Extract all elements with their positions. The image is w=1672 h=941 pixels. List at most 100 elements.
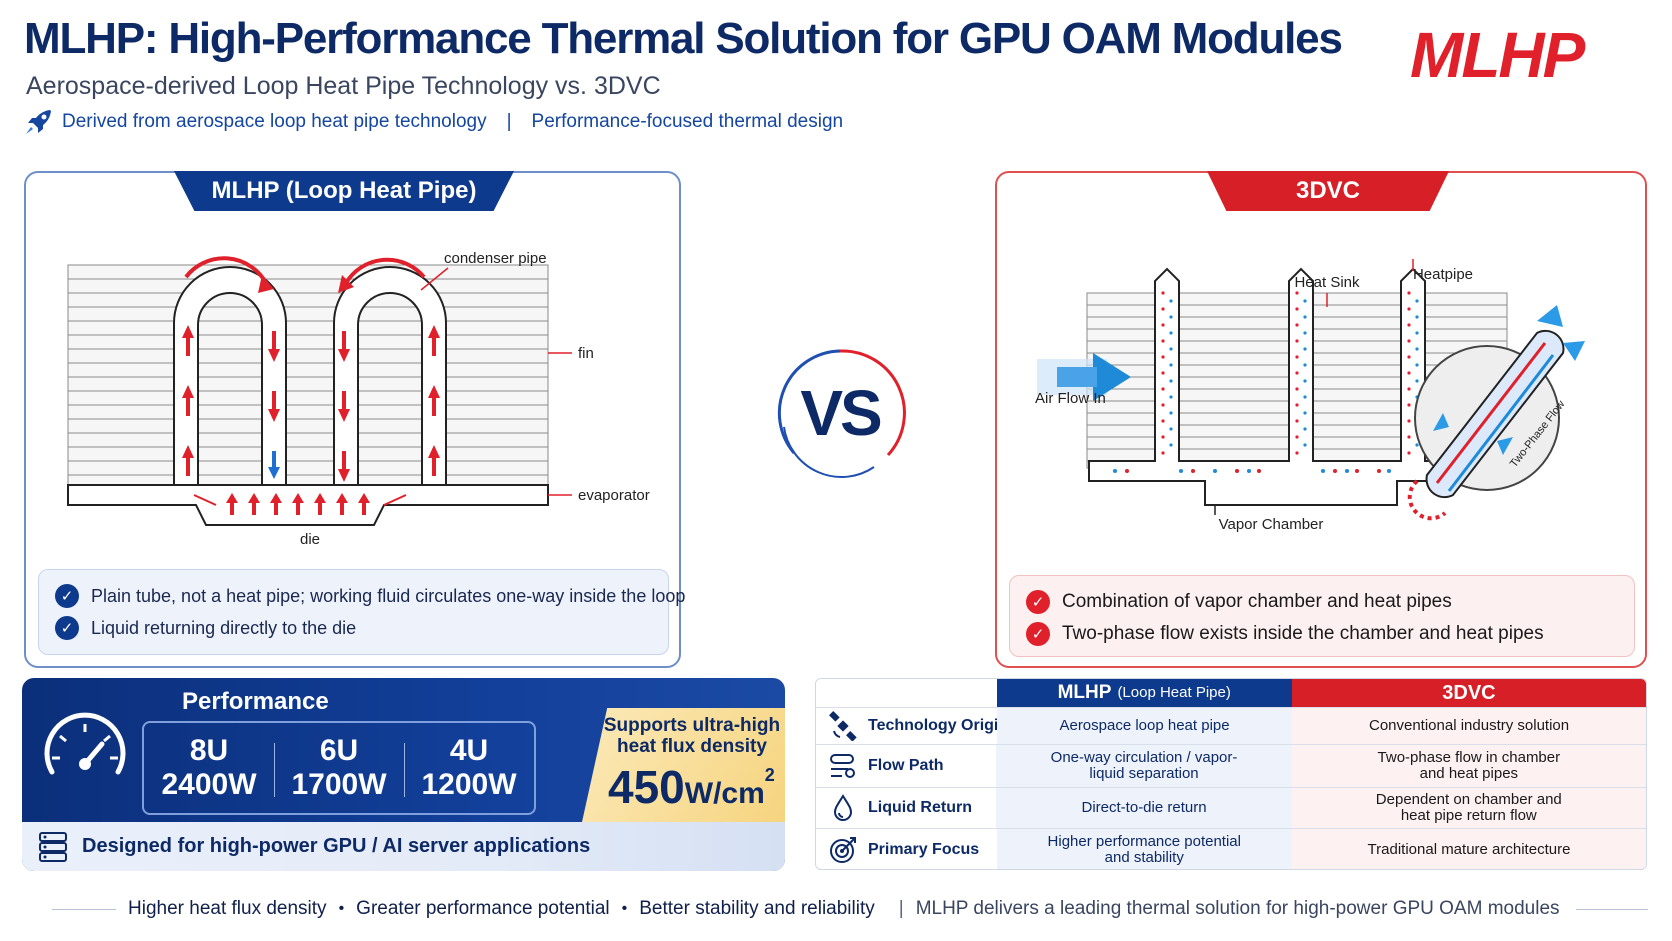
dvc-panel: 3DVC xyxy=(995,171,1647,668)
check-icon: ✓ xyxy=(55,584,79,608)
check-icon: ✓ xyxy=(1026,590,1050,614)
row-label-text: Flow Path xyxy=(868,757,944,775)
flow-path-icon xyxy=(830,754,855,778)
vs-emblem: VS xyxy=(764,337,916,489)
row-label: Flow Path xyxy=(816,745,996,787)
page-subtitle: Aerospace-derived Loop Heat Pipe Technol… xyxy=(26,72,661,100)
check-item: ✓ Combination of vapor chamber and heat … xyxy=(1026,586,1618,618)
droplet-icon xyxy=(833,794,853,821)
rating-4u: 4U 1200W xyxy=(404,723,534,813)
performance-ratings: 8U 2400W 6U 1700W 4U 1200W xyxy=(142,721,536,815)
heatpipe-label: Heatpipe xyxy=(1413,266,1473,283)
dvc-tab: 3DVC xyxy=(1207,171,1449,211)
heatpipe-dots-red xyxy=(1125,291,1411,473)
header-mlhp-sub: (Loop Heat Pipe) xyxy=(1117,683,1231,701)
rating-6u: 6U 1700W xyxy=(274,723,404,813)
footer-benefit: Higher heat flux density xyxy=(128,898,327,919)
header-blank xyxy=(816,679,997,707)
rating-8u: 8U 2400W xyxy=(144,723,274,813)
row-label-text: Technology Origin xyxy=(868,717,1009,735)
air-flow-arrow-icon xyxy=(1037,353,1131,401)
row-mlhp: Direct-to-die return xyxy=(996,788,1292,828)
target-icon xyxy=(830,837,856,863)
footer-rule-left xyxy=(52,908,116,910)
flux-exponent: 2 xyxy=(764,765,775,785)
fin-label: fin xyxy=(578,345,594,362)
check-item: ✓ Liquid returning directly to the die xyxy=(55,612,652,644)
two-phase-inset xyxy=(1407,305,1585,521)
flux-highlight xyxy=(582,708,785,822)
footer: Higher heat flux density • Greater perfo… xyxy=(52,898,1648,920)
vapor-chamber-body xyxy=(1088,267,1448,506)
brand-logo: MLHP xyxy=(1410,19,1585,91)
check-item: ✓ Plain tube, not a heat pipe; working f… xyxy=(55,580,685,612)
table-header: MLHP (Loop Heat Pipe) 3DVC xyxy=(816,679,1646,707)
dvc-diagram: Heat Sink Heatpipe Air Flow In Vapor Cha… xyxy=(1035,259,1585,533)
row-label-text: Liquid Return xyxy=(868,799,972,817)
table-row: Flow Path One-way circulation / vapor-li… xyxy=(816,744,1646,787)
rocket-icon xyxy=(26,110,51,134)
comparison-table: MLHP (Loop Heat Pipe) 3DVC Technology Ori… xyxy=(815,678,1647,870)
check-icon: ✓ xyxy=(1026,622,1050,646)
footer-benefit: Better stability and reliability xyxy=(639,898,875,919)
satellite-icon xyxy=(829,711,857,741)
heat-sink-label: Heat Sink xyxy=(1294,274,1360,291)
die-label: die xyxy=(300,531,320,548)
check-text: Combination of vapor chamber and heat pi… xyxy=(1062,591,1452,612)
vs-label: VS xyxy=(800,377,881,449)
vapor-chamber-label: Vapor Chamber xyxy=(1219,516,1324,533)
check-text: Plain tube, not a heat pipe; working flu… xyxy=(91,585,686,606)
flow-arrows-red xyxy=(182,256,440,515)
rating-unit: 8U xyxy=(189,733,229,767)
rating-power: 2400W xyxy=(161,768,257,801)
row-dvc: Conventional industry solution xyxy=(1292,708,1646,744)
tagline-origin: Derived from aerospace loop heat pipe te… xyxy=(62,111,487,132)
row-label: Liquid Return xyxy=(816,788,996,828)
check-item: ✓ Two-phase flow exists inside the chamb… xyxy=(1026,618,1618,650)
row-dvc: Traditional mature architecture xyxy=(1291,829,1646,869)
row-mlhp: One-way circulation / vapor-liquid separ… xyxy=(996,745,1292,787)
footer-benefit: Greater performance potential xyxy=(356,898,610,919)
header-mlhp-title: MLHP xyxy=(1057,681,1112,703)
flow-arrows-blue xyxy=(268,451,280,479)
row-label-text: Primary Focus xyxy=(868,841,980,859)
tagline-separator: | xyxy=(506,111,512,132)
footer-bullet: • xyxy=(338,900,345,917)
dvc-checklist: ✓ Combination of vapor chamber and heat … xyxy=(1009,575,1635,657)
evaporator-base xyxy=(67,484,549,526)
performance-card: Performance 8U 2400W 6U 1700W 4U 1200W S… xyxy=(22,678,785,871)
condenser-label: condenser pipe xyxy=(444,250,547,267)
rating-power: 1700W xyxy=(291,768,387,801)
application-text: Designed for high-power GPU / AI server … xyxy=(82,835,591,857)
evaporator-label: evaporator xyxy=(578,487,650,504)
mlhp-diagram: condenser pipe fin evaporator die xyxy=(67,250,650,548)
flux-unit: W/cm xyxy=(684,777,765,810)
speedometer-icon xyxy=(44,712,126,775)
performance-title: Performance xyxy=(182,688,329,715)
mlhp-panel: MLHP (Loop Heat Pipe) xyxy=(24,171,685,668)
row-dvc: Dependent on chamber and heat pipe retur… xyxy=(1291,788,1646,828)
mlhp-tab: MLHP (Loop Heat Pipe) xyxy=(174,171,514,211)
header-mlhp: MLHP (Loop Heat Pipe) xyxy=(996,679,1292,707)
row-dvc: Two-phase flow in chamber and heat pipes xyxy=(1291,745,1646,787)
table-row: Technology Origin Aerospace loop heat pi… xyxy=(816,707,1646,744)
fin-stack xyxy=(67,264,549,491)
rating-power: 1200W xyxy=(421,768,517,801)
check-icon: ✓ xyxy=(55,616,79,640)
application-strip: Designed for high-power GPU / AI server … xyxy=(22,822,785,871)
header-dvc: 3DVC xyxy=(1291,679,1646,707)
condenser-leader xyxy=(420,267,449,291)
table-row: Liquid Return Direct-to-die return Depen… xyxy=(816,787,1646,828)
check-text: Liquid returning directly to the die xyxy=(91,617,357,638)
tagline-design: Performance-focused thermal design xyxy=(531,111,844,132)
flux-number: 450 xyxy=(608,761,685,813)
footer-separator: | xyxy=(898,898,904,919)
footer-bullet: • xyxy=(621,900,628,917)
mlhp-checklist: ✓ Plain tube, not a heat pipe; working f… xyxy=(38,569,685,655)
page-title: MLHP: High-Performance Thermal Solution … xyxy=(24,14,1343,63)
tagline: Derived from aerospace loop heat pipe te… xyxy=(24,108,843,136)
row-label: Technology Origin xyxy=(816,708,1008,744)
row-label: Primary Focus xyxy=(816,829,997,869)
footer-statement: MLHP delivers a leading thermal solution… xyxy=(915,898,1560,919)
air-flow-label: Air Flow In xyxy=(1035,390,1106,407)
